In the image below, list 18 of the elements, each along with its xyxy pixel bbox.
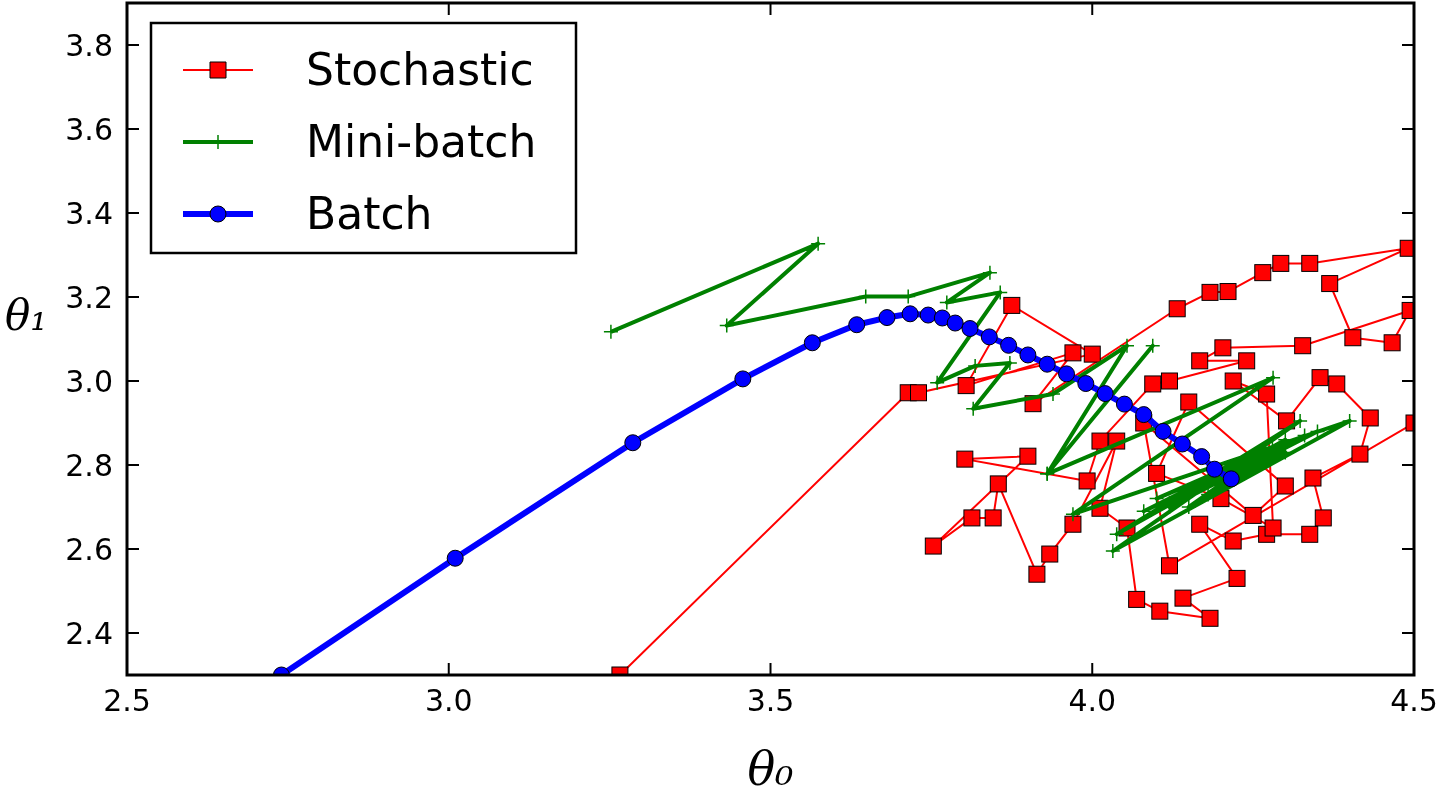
y-tick-label: 3.6 [65,112,113,147]
legend-label: Stochastic [306,44,534,95]
x-tick-label: 3.5 [746,683,795,718]
legend-label: Mini-batch [306,116,537,167]
x-tick-label: 4.0 [1068,683,1117,718]
y-tick-label: 2.8 [65,448,113,483]
x-tick-label: 3.0 [424,683,473,718]
x-tick-label: 2.5 [103,683,151,718]
x-tick-label: 4.5 [1390,683,1438,718]
y-tick-label: 3.2 [65,280,113,315]
legend-label: Batch [306,188,433,239]
y-tick-label: 2.6 [65,532,113,567]
y-tick-label: 3.4 [65,196,113,231]
y-tick-label: 3.8 [65,28,113,63]
y-axis-title: θ₁ [4,291,48,340]
x-axis-title: θ₀ [747,742,794,794]
y-tick-label: 2.4 [65,616,113,651]
y-tick-label: 3.0 [65,364,113,399]
